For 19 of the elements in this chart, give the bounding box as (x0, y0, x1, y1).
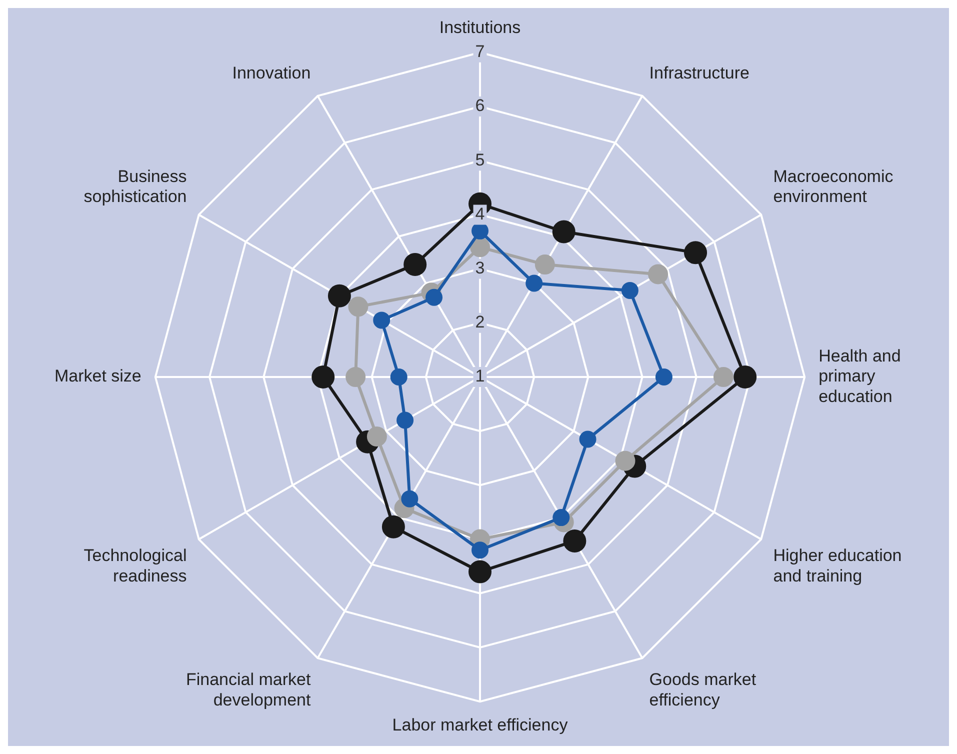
spoke-label: Market size (54, 366, 142, 386)
y-tick-label: 4 (475, 204, 485, 224)
spoke-label: Financial market development (186, 670, 311, 710)
y-tick-label: 1 (475, 366, 485, 386)
spoke-label: Institutions (439, 18, 521, 37)
spoke-label: Health and primary education (818, 346, 901, 406)
y-tick-label: 5 (475, 150, 485, 170)
spoke-label: Technological readiness (84, 546, 187, 586)
y-tick-label: 3 (475, 258, 485, 278)
spoke-label: Higher education and training (773, 546, 902, 586)
y-tick-label: 2 (475, 312, 485, 332)
spoke-label: Infrastructure (649, 63, 750, 82)
y-tick-label: 7 (475, 42, 485, 62)
spoke-label: Macroeconomic environment (773, 166, 894, 206)
spoke-label: Innovation (232, 63, 311, 82)
spoke-label: Goods market efficiency (649, 670, 756, 710)
y-tick-label: 6 (475, 96, 485, 116)
spoke-label: Business sophistication (84, 166, 187, 206)
spoke-label: Labor market efficiency (392, 715, 568, 734)
